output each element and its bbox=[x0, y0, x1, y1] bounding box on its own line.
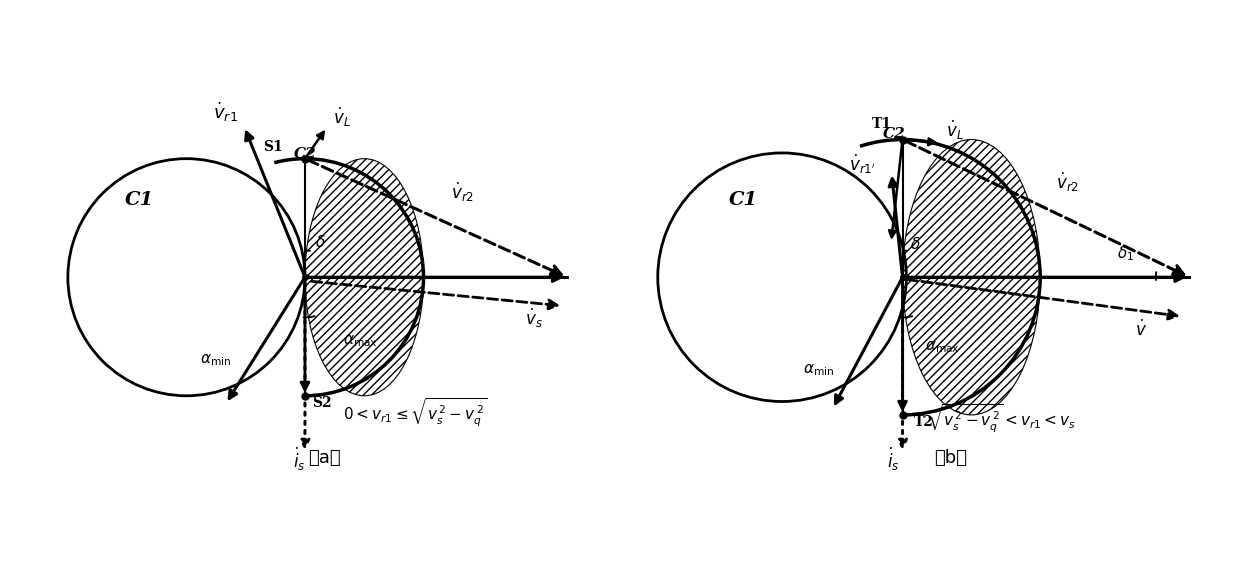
Text: C2: C2 bbox=[883, 127, 905, 141]
Ellipse shape bbox=[305, 158, 424, 396]
Text: $\dot{v}_{r1'}$: $\dot{v}_{r1'}$ bbox=[849, 153, 875, 176]
Text: $\dot{v}_s$: $\dot{v}_s$ bbox=[525, 307, 543, 330]
Text: $\dot{v}$: $\dot{v}$ bbox=[1135, 320, 1147, 340]
Text: S1: S1 bbox=[263, 140, 283, 154]
Text: （a）: （a） bbox=[308, 449, 341, 466]
Ellipse shape bbox=[903, 139, 1040, 415]
Text: $\alpha_{\max}$: $\alpha_{\max}$ bbox=[925, 339, 961, 355]
Text: S2: S2 bbox=[312, 396, 332, 410]
Text: $\alpha_{\max}$: $\alpha_{\max}$ bbox=[343, 333, 378, 349]
Text: $\sqrt{v_s^{\,2} - v_q^{\,2}} < v_{r1} < v_s$: $\sqrt{v_s^{\,2} - v_q^{\,2}} < v_{r1} <… bbox=[928, 403, 1076, 435]
Text: $0 < v_{r1} \leq \sqrt{v_s^{\,2} - v_q^{\,2}}$: $0 < v_{r1} \leq \sqrt{v_s^{\,2} - v_q^{… bbox=[343, 397, 487, 429]
Text: $\dot{v}_L$: $\dot{v}_L$ bbox=[946, 119, 965, 142]
Text: T1: T1 bbox=[872, 117, 892, 131]
Text: C1: C1 bbox=[729, 191, 758, 209]
Text: $\dot{v}_{r2}$: $\dot{v}_{r2}$ bbox=[1055, 171, 1079, 194]
Text: $\delta_1$: $\delta_1$ bbox=[1117, 244, 1133, 263]
Text: C2: C2 bbox=[294, 147, 317, 161]
Text: $\dot{v}_{r2}$: $\dot{v}_{r2}$ bbox=[451, 180, 474, 204]
Text: $\dot{v}_L$: $\dot{v}_L$ bbox=[332, 105, 351, 129]
Text: $\delta$: $\delta$ bbox=[910, 236, 921, 252]
Text: （b）: （b） bbox=[934, 449, 967, 466]
Text: $\dot{i}_s$: $\dot{i}_s$ bbox=[294, 446, 306, 473]
Text: T2: T2 bbox=[914, 415, 934, 429]
Text: $\alpha_{\min}$: $\alpha_{\min}$ bbox=[200, 352, 231, 368]
Text: $\dot{v}_{r1}$: $\dot{v}_{r1}$ bbox=[213, 100, 238, 124]
Text: $\alpha_{\min}$: $\alpha_{\min}$ bbox=[804, 362, 835, 377]
Text: $\dot{i}_s$: $\dot{i}_s$ bbox=[888, 446, 900, 473]
Text: $\delta$: $\delta$ bbox=[315, 233, 325, 250]
Text: C1: C1 bbox=[125, 191, 154, 209]
